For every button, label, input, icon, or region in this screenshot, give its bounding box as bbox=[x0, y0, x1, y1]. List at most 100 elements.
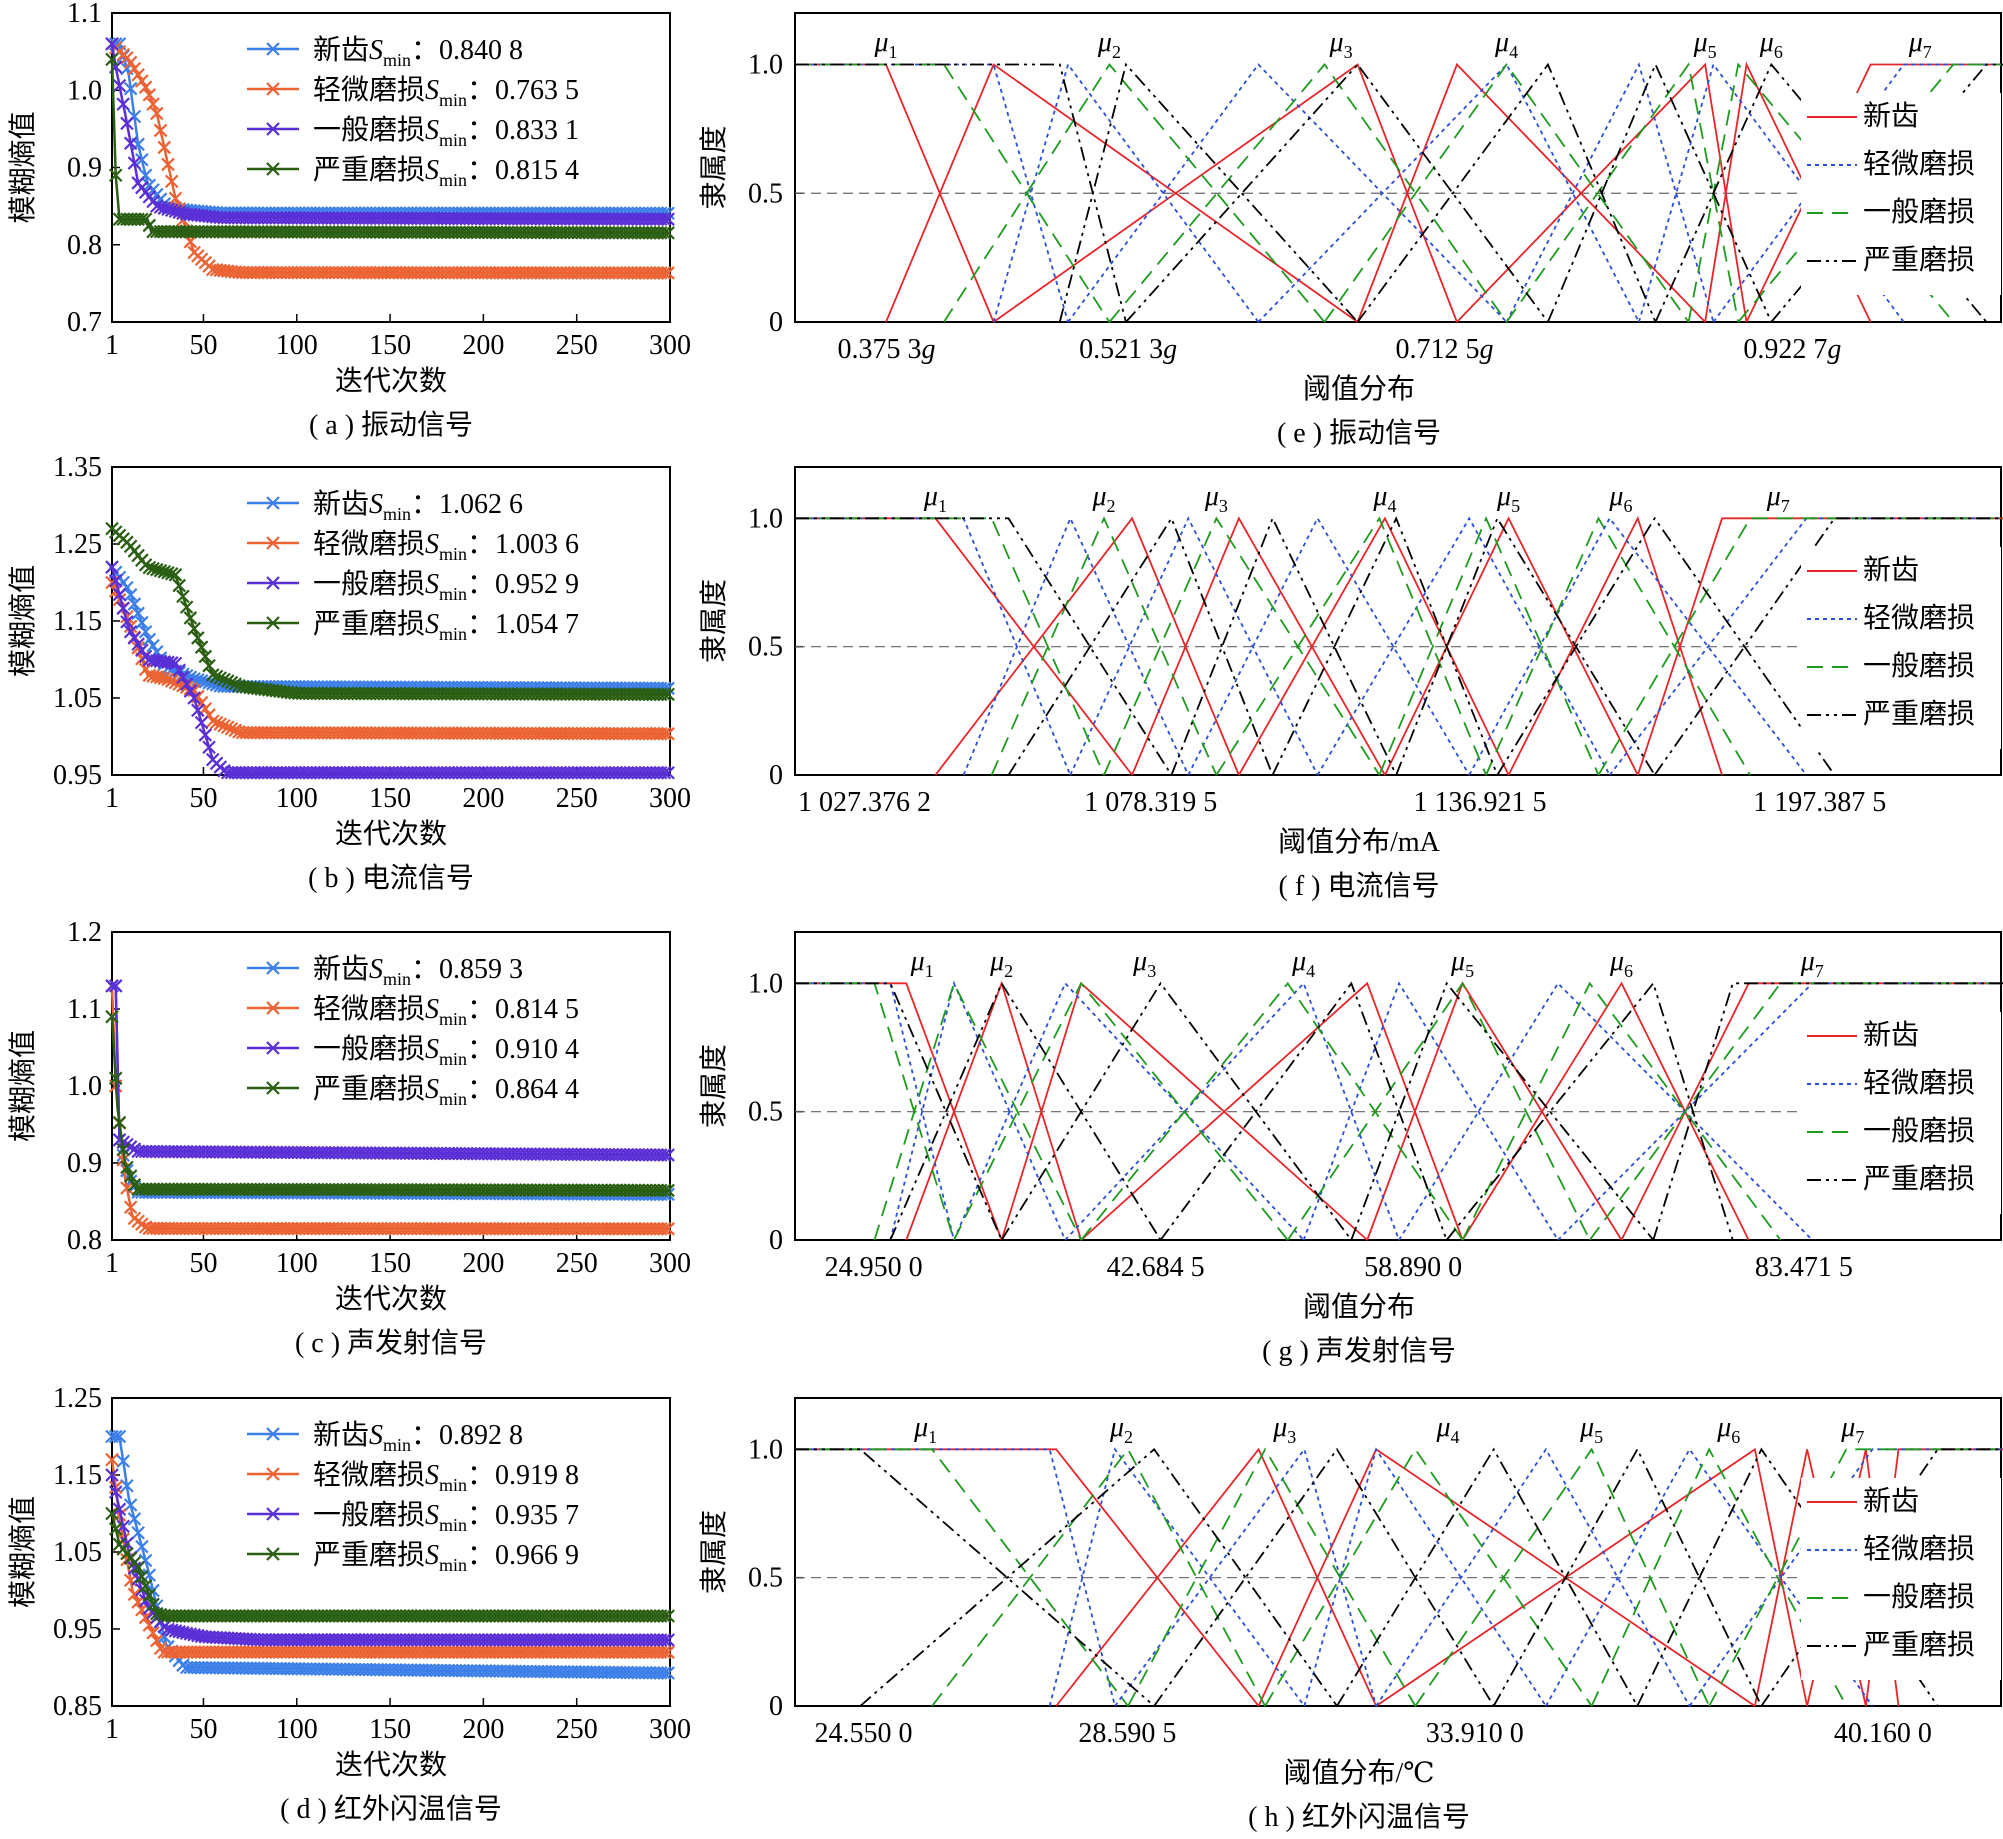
data-point bbox=[657, 206, 672, 221]
data-point bbox=[172, 663, 186, 678]
y-tick-label: 1.0 bbox=[748, 50, 783, 81]
x-axis-label: 阈值分布/mA bbox=[1278, 826, 1441, 858]
data-point bbox=[105, 37, 119, 51]
chart-c: 1 50 100 150 200 250 3000.80.91.01.11.2迭代次数模糊熵… bbox=[7, 917, 691, 1359]
legend: 新齿Smin：1.062 6 轻微磨损Smin：1.003 6 一般磨损Smin：0… bbox=[247, 488, 579, 644]
x-tick-label: 83.471 5 bbox=[1755, 1252, 1853, 1283]
x-tick-label: 300 bbox=[649, 783, 691, 814]
x-axis-label: 迭代次数 bbox=[335, 818, 447, 850]
data-point bbox=[266, 1081, 280, 1095]
series-严重磨损 bbox=[795, 516, 2003, 776]
series-严重磨损 bbox=[795, 62, 2003, 323]
data-point bbox=[202, 658, 216, 673]
legend-entry: 严重磨损Smin：0.966 9 bbox=[313, 1539, 579, 1575]
mu-label: μ4 bbox=[1291, 946, 1315, 981]
y-tick-label: 0.95 bbox=[53, 1614, 102, 1645]
data-point bbox=[116, 1142, 130, 1157]
data-point bbox=[168, 191, 183, 206]
x-tick-label: 250 bbox=[556, 783, 598, 814]
data-point bbox=[220, 674, 235, 688]
data-point bbox=[164, 174, 179, 189]
series-一般磨损 bbox=[795, 1447, 2003, 1707]
data-point bbox=[135, 74, 149, 88]
data-point bbox=[168, 675, 183, 690]
x-tick-label: 200 bbox=[462, 783, 504, 814]
data-point bbox=[116, 1454, 130, 1468]
data-point bbox=[657, 1666, 672, 1680]
panel-caption: ( c ) 声发射信号 bbox=[295, 1327, 487, 1359]
data-point bbox=[266, 1001, 280, 1015]
chart-b: 1 50 100 150 200 250 3000.951.051.151.251.35迭代… bbox=[7, 452, 691, 894]
data-point bbox=[142, 1588, 157, 1602]
data-point bbox=[112, 78, 127, 93]
data-point bbox=[187, 691, 201, 705]
legend-label: 一般磨损 bbox=[1863, 650, 1975, 682]
data-point bbox=[131, 1525, 145, 1540]
data-point bbox=[105, 1468, 119, 1482]
data-point bbox=[138, 625, 153, 639]
mu-label: μ1 bbox=[910, 946, 934, 981]
data-point bbox=[194, 715, 209, 730]
mu-label: μ2 bbox=[1091, 481, 1115, 516]
series-一般磨损 bbox=[105, 560, 675, 780]
data-point bbox=[266, 1507, 280, 1521]
panel-caption: ( b ) 电流信号 bbox=[308, 862, 474, 894]
data-point bbox=[108, 1071, 123, 1086]
series-轻微磨损 bbox=[795, 980, 2003, 1241]
y-axis-label: 隶属度 bbox=[698, 1510, 730, 1594]
data-point bbox=[657, 1148, 672, 1162]
data-point bbox=[209, 715, 224, 730]
data-point bbox=[138, 1579, 153, 1593]
legend-entry: 轻微磨损Smin：1.003 6 bbox=[313, 528, 579, 564]
data-point bbox=[213, 717, 228, 731]
mu-label: μ6 bbox=[1609, 946, 1633, 981]
y-tick-label: 1.1 bbox=[67, 994, 102, 1025]
mu-label: μ1 bbox=[913, 1412, 937, 1447]
series-一般磨损 bbox=[105, 1468, 675, 1647]
y-tick-label: 0.5 bbox=[748, 178, 783, 209]
y-tick-label: 0 bbox=[769, 307, 783, 338]
data-point bbox=[661, 687, 675, 702]
x-tick-label: 1 197.387 5 bbox=[1753, 787, 1886, 818]
membership-curve bbox=[795, 516, 2003, 776]
x-tick-label: 1 bbox=[105, 783, 119, 814]
data-point bbox=[135, 1539, 149, 1554]
series-一般磨损 bbox=[795, 62, 2003, 323]
data-point bbox=[266, 42, 280, 56]
series-轻微磨损 bbox=[105, 979, 675, 1236]
data-point bbox=[123, 1498, 138, 1512]
legend-entry: 一般磨损Smin：0.833 1 bbox=[313, 114, 579, 150]
mu-label: μ6 bbox=[1759, 27, 1783, 62]
x-axis-label: 迭代次数 bbox=[335, 1749, 447, 1781]
legend-label: 轻微磨损 bbox=[1863, 1533, 1975, 1565]
data-point bbox=[168, 568, 183, 582]
data-point bbox=[657, 687, 672, 702]
legend-label: 新齿 bbox=[1863, 100, 1919, 132]
data-point bbox=[131, 637, 145, 651]
y-axis-label: 隶属度 bbox=[698, 125, 730, 209]
data-point bbox=[198, 649, 213, 664]
x-tick-label: 50 bbox=[189, 1714, 217, 1745]
panel-caption: ( e ) 振动信号 bbox=[1277, 417, 1441, 449]
legend-entry: 一般磨损Smin：0.935 7 bbox=[313, 1499, 579, 1535]
y-tick-label: 1.0 bbox=[67, 75, 102, 106]
data-point bbox=[157, 140, 172, 155]
y-axis-label: 隶属度 bbox=[698, 579, 730, 663]
data-point bbox=[164, 674, 179, 688]
x-tick-label: 28.590 5 bbox=[1078, 1718, 1176, 1749]
series-严重磨损 bbox=[795, 981, 2003, 1241]
y-tick-label: 0.5 bbox=[748, 1097, 783, 1128]
data-point bbox=[209, 669, 224, 684]
legend-label: 一般磨损 bbox=[1863, 196, 1975, 228]
legend: 新齿Smin：0.840 8 轻微磨损Smin：0.763 5 一般磨损Smin：0… bbox=[247, 34, 579, 190]
mu-label: μ4 bbox=[1494, 27, 1518, 62]
x-tick-label: 150 bbox=[369, 783, 411, 814]
data-point bbox=[657, 1609, 672, 1623]
mu-label: μ1 bbox=[873, 27, 897, 62]
series-新齿 bbox=[105, 1429, 675, 1680]
series-严重磨损 bbox=[105, 52, 675, 240]
mu-label: μ2 bbox=[1109, 1412, 1133, 1447]
data-point bbox=[661, 226, 675, 240]
